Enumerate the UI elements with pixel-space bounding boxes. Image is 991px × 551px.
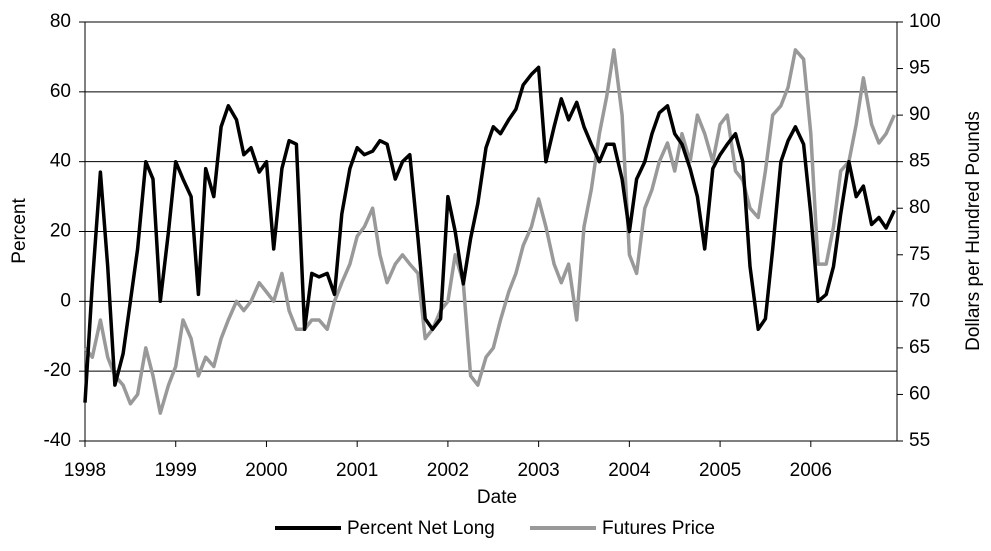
y2-tick-label: 65 — [909, 337, 930, 358]
y-tick-label: 20 — [50, 221, 71, 242]
x-tick-label: 2001 — [336, 460, 378, 481]
y2-tick-label: 75 — [909, 244, 930, 265]
y2-tick-label: 60 — [909, 383, 930, 404]
y-tick-label: -40 — [44, 430, 71, 451]
x-tick-label: 2000 — [245, 460, 287, 481]
legend-label: Percent Net Long — [347, 518, 495, 539]
x-tick-label: 2004 — [608, 460, 651, 481]
y2-tick-label: 100 — [909, 11, 941, 32]
y-tick-label: 0 — [60, 290, 71, 311]
y-tick-label: 80 — [50, 11, 71, 32]
y2-tick-label: 90 — [909, 104, 930, 125]
legend-label: Futures Price — [602, 518, 715, 539]
y2-axis-label: Dollars per Hundred Pounds — [963, 111, 984, 351]
x-tick-label: 1998 — [64, 460, 106, 481]
y2-tick-label: 85 — [909, 151, 930, 172]
data-line — [83, 65, 896, 403]
x-tick-label: 2005 — [699, 460, 741, 481]
y2-tick-label: 70 — [909, 290, 930, 311]
data-line — [83, 48, 896, 415]
y-axis-label: Percent — [9, 198, 30, 264]
y2-tick-label: 80 — [909, 197, 930, 218]
y2-tick-label: 95 — [909, 58, 930, 79]
x-tick-label: 1999 — [155, 460, 197, 481]
y-tick-label: 60 — [50, 81, 71, 102]
x-axis-label: Date — [477, 487, 517, 508]
plot-frame — [84, 21, 898, 442]
y2-tick-label: 55 — [909, 430, 930, 451]
x-tick-label: 2003 — [517, 460, 559, 481]
x-tick-label: 2006 — [790, 460, 832, 481]
y-tick-label: 40 — [50, 151, 71, 172]
y-tick-label: -20 — [44, 360, 71, 381]
x-tick-label: 2002 — [427, 460, 469, 481]
